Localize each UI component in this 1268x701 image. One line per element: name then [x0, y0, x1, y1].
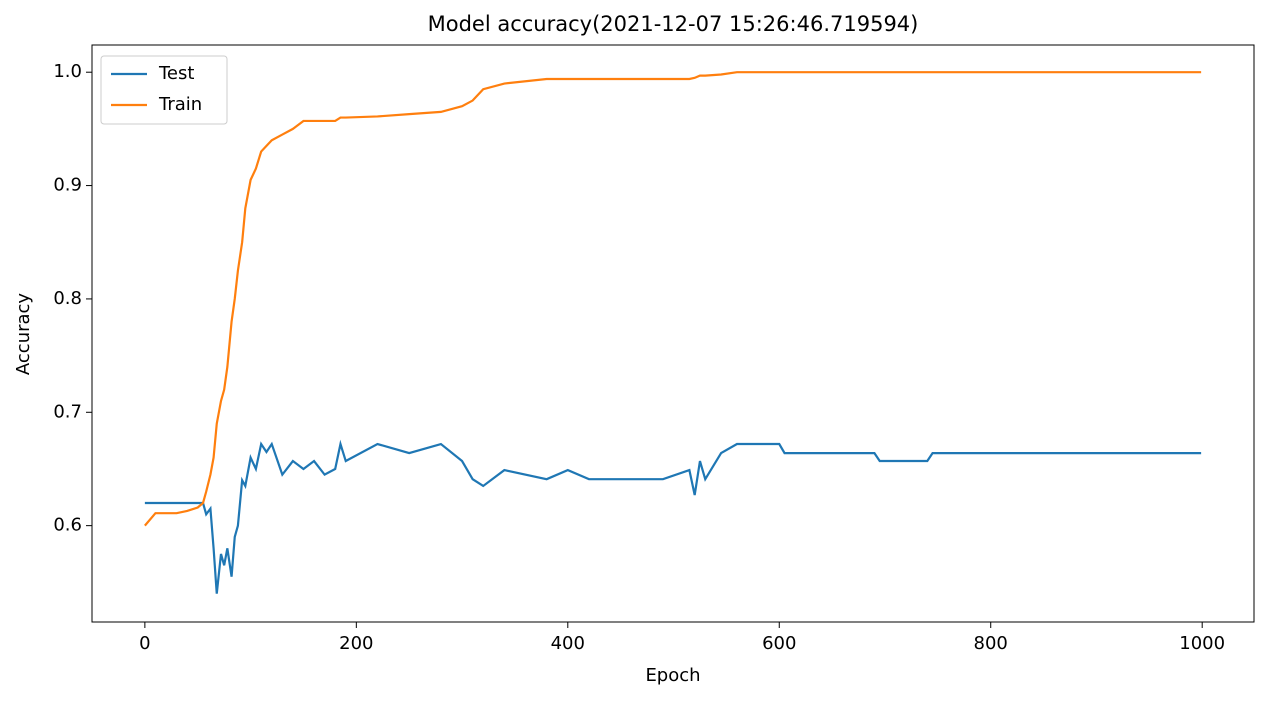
x-tick-label: 0 — [139, 633, 150, 654]
y-tick-label: 0.9 — [53, 175, 82, 196]
x-tick-label: 200 — [339, 633, 373, 654]
chart-title: Model accuracy(2021-12-07 15:26:46.71959… — [428, 12, 919, 36]
legend-label: Train — [158, 94, 202, 115]
data-line — [144, 439, 1202, 594]
plot-frame — [91, 44, 1255, 623]
x-tick-label: 400 — [551, 633, 585, 654]
x-axis-label: Epoch — [645, 665, 700, 686]
x-tick-label: 800 — [974, 633, 1008, 654]
x-tick-label: 600 — [762, 633, 796, 654]
legend-label: Test — [158, 63, 194, 84]
y-tick-label: 0.7 — [53, 401, 82, 422]
y-tick-label: 1.0 — [53, 61, 82, 82]
y-tick-label: 0.8 — [53, 288, 82, 309]
x-tick-label: 1000 — [1179, 633, 1225, 654]
y-axis-label: Accuracy — [13, 293, 34, 376]
y-tick-label: 0.6 — [53, 515, 82, 536]
data-line — [144, 71, 1202, 527]
